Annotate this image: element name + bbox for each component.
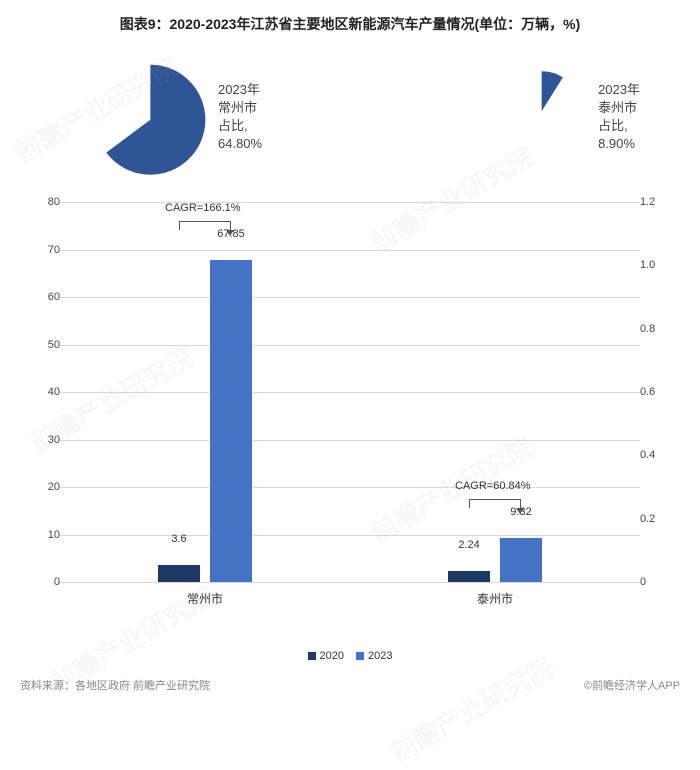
y-right-tick: 1.0: [640, 259, 680, 271]
pie-changzhou-label: 2023年 常州市 占比, 64.80%: [218, 81, 262, 154]
cagr-bracket: [179, 221, 231, 222]
pie-taizhou-group: 2023年 泰州市 占比, 8.90%: [490, 67, 640, 167]
legend-item: 2023: [356, 650, 392, 662]
pie-taizhou-label: 2023年 泰州市 占比, 8.90%: [598, 81, 640, 154]
y-right-tick: 0.6: [640, 386, 680, 398]
gridline: [60, 535, 640, 536]
y-right-tick: 0: [640, 576, 680, 588]
y-axis-right: 00.20.40.60.81.01.2: [640, 202, 680, 582]
gridline: [60, 345, 640, 346]
footer: 资料来源：各地区政府 前瞻产业研究院 ©前瞻经济学人APP: [0, 663, 700, 693]
chart-title: 图表9：2020-2023年江苏省主要地区新能源汽车产量情况(单位：万辆，%): [0, 0, 700, 42]
y-left-tick: 70: [20, 244, 60, 256]
y-axis-left: 01020304050607080: [20, 202, 60, 582]
legend: 2020 2023: [0, 650, 700, 663]
legend-swatch: [356, 652, 364, 660]
y-left-tick: 20: [20, 481, 60, 493]
legend-label: 2020: [320, 650, 344, 662]
bar-2020-0: [158, 565, 200, 582]
y-right-tick: 1.2: [640, 196, 680, 208]
footer-source: 资料来源：各地区政府 前瞻产业研究院: [20, 677, 210, 693]
footer-copyright: ©前瞻经济学人APP: [584, 677, 680, 693]
gridline: [60, 297, 640, 298]
bar-chart: 01020304050607080 00.20.40.60.81.01.2 3.…: [60, 202, 640, 622]
y-left-tick: 0: [20, 576, 60, 588]
y-left-tick: 60: [20, 291, 60, 303]
y-right-tick: 0.2: [640, 513, 680, 525]
pie-row: 2023年 常州市 占比, 64.80% 2023年 泰州市 占比, 8.90%: [0, 42, 700, 192]
cagr-bracket: [469, 499, 521, 500]
y-left-tick: 40: [20, 386, 60, 398]
gridline: [60, 487, 640, 488]
legend-swatch: [308, 652, 316, 660]
y-left-tick: 30: [20, 434, 60, 446]
y-left-tick: 50: [20, 339, 60, 351]
y-right-tick: 0.8: [640, 323, 680, 335]
cagr-label: CAGR=166.1%: [165, 202, 241, 214]
gridline: [60, 392, 640, 393]
bar-2020-1: [448, 571, 490, 582]
x-label: 泰州市: [477, 590, 513, 607]
pie-changzhou: [80, 52, 210, 182]
gridline: [60, 202, 640, 203]
x-axis: 常州市 泰州市: [60, 582, 640, 622]
y-right-tick: 0.4: [640, 449, 680, 461]
y-left-tick: 80: [20, 196, 60, 208]
bar-label: 3.6: [171, 533, 186, 549]
x-label: 常州市: [187, 590, 223, 607]
gridline: [60, 440, 640, 441]
pie-taizhou: [490, 67, 590, 167]
legend-label: 2023: [368, 650, 392, 662]
y-left-tick: 10: [20, 529, 60, 541]
plot-area: 3.667.852.249.32CAGR=166.1%CAGR=60.84%: [60, 202, 640, 582]
bar-2023-0: [210, 260, 252, 582]
pie-changzhou-group: 2023年 常州市 占比, 64.80%: [80, 52, 262, 182]
bar-2023-1: [500, 538, 542, 582]
bar-label: 2.24: [458, 539, 479, 555]
legend-item: 2020: [308, 650, 344, 662]
cagr-label: CAGR=60.84%: [455, 480, 531, 492]
gridline: [60, 250, 640, 251]
